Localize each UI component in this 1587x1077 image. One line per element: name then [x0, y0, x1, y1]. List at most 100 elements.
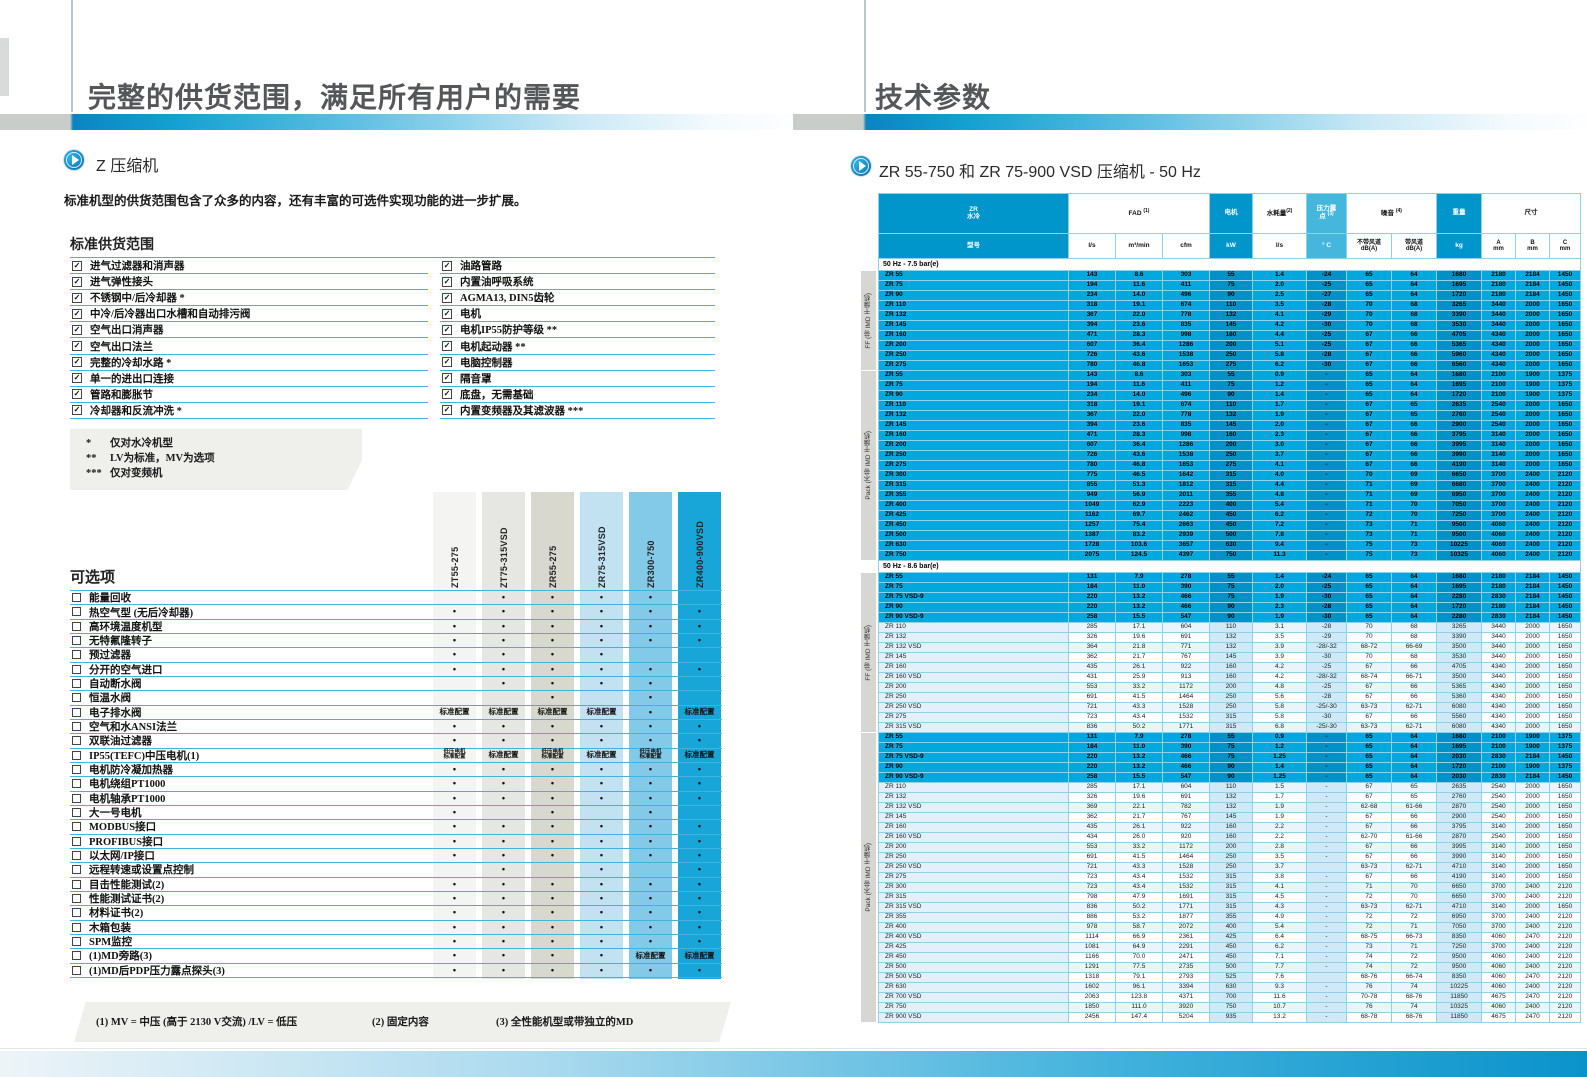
scope-row: ✓ 进气弹性接头 ✓ 内置油呼吸系统 [70, 274, 715, 291]
spec-cell: 65 [1392, 793, 1437, 803]
option-row: 木箱包装 • • • • • • [70, 921, 722, 935]
scope-row: ✓ 管路和膨胀节 ✓ 底盘，无需基础 [70, 387, 715, 403]
option-dot: • [550, 807, 555, 817]
spec-model-cell: ZR 110 [879, 301, 1069, 311]
spec-cell: 66 [1392, 663, 1437, 673]
spec-cell: 66 [1392, 873, 1437, 883]
spec-cell: 67 [1347, 853, 1392, 863]
spec-model-cell: ZR 425 [879, 511, 1069, 521]
spec-cell: - [1307, 733, 1347, 743]
spec-cell: 2.2 [1253, 823, 1307, 833]
option-dot: • [648, 663, 653, 674]
option-dot: • [501, 735, 506, 746]
spec-cell: 5.8 [1253, 351, 1307, 361]
option-column-label: ZT75-315VSD [498, 527, 509, 588]
option-row: 自动断水阀 • • • • [70, 677, 722, 692]
spec-row: ZR 400 VSD 1114 66.9 2361 425 6.4-68-75 66-73 8… [879, 933, 1582, 943]
spec-model-cell: ZR 275 [879, 713, 1069, 723]
spec-model-cell: ZR 355 [879, 491, 1069, 501]
option-label: (1)MD旁路(3) [89, 951, 152, 963]
spec-cell: 66 [1392, 331, 1437, 341]
bottom-separator-line [0, 1048, 1587, 1049]
spec-cell: 2000 [1516, 723, 1550, 733]
spec-cell: 604 [1163, 623, 1210, 633]
option-cell: • [531, 648, 574, 661]
spec-cell: 1532 [1163, 873, 1210, 883]
spec-cell: 1375 [1550, 763, 1582, 773]
col-header-weight: 重量 [1437, 194, 1482, 234]
spec-cell: 1650 [1550, 833, 1582, 843]
spec-cell: 14.0 [1116, 291, 1163, 301]
spec-cell: 64 [1392, 773, 1437, 783]
spec-cell: 67 [1347, 663, 1392, 673]
spec-cell: -25 [1307, 281, 1347, 291]
spec-cell: 1.5 [1253, 783, 1307, 793]
spec-cell: 1771 [1163, 903, 1210, 913]
spec-cell: 500 [1210, 531, 1253, 541]
option-cell: • [482, 964, 525, 977]
spec-model-cell: ZR 145 [879, 653, 1069, 663]
spec-cell: 2000 [1516, 843, 1550, 853]
spec-model-cell: ZR 425 [879, 943, 1069, 953]
scope-item: ✓ 空气出口消声器 [70, 322, 428, 339]
option-cell: • [678, 634, 721, 647]
unit-cfm: cfm [1163, 234, 1210, 259]
option-dot: • [501, 764, 506, 775]
spec-cell: 64 [1392, 573, 1437, 583]
spec-cell: 61-66 [1392, 803, 1437, 813]
spec-cell: 2120 [1550, 913, 1582, 923]
scope-row: ✓ 进气过滤器和消声器 ✓ 油路管路 [70, 258, 715, 275]
spec-cell: 2000 [1516, 813, 1550, 823]
option-dot: • [452, 835, 457, 846]
option-dot: • [452, 606, 457, 617]
spec-cell: 2184 [1516, 593, 1550, 603]
spec-model-cell: ZR 500 VSD [879, 973, 1069, 983]
option-dot: • [697, 907, 702, 918]
spec-cell: 64.9 [1116, 943, 1163, 953]
option-row: 热空气型 (无后冷却器) • • • • • • [70, 605, 722, 620]
option-column-header: ZR75-315VSD [580, 492, 623, 588]
page-edge-tab [0, 38, 9, 96]
spec-cell: 1695 [1437, 281, 1482, 291]
option-dot: • [599, 821, 604, 832]
option-cell [678, 591, 721, 604]
spec-cell: 8.6 [1116, 371, 1163, 381]
spec-cell: 58.7 [1116, 923, 1163, 933]
spec-model-cell: ZR 75 [879, 743, 1069, 753]
checkbox-checked-icon: ✓ [442, 373, 452, 384]
option-cell: • [482, 792, 525, 805]
spec-cell: 250 [1210, 703, 1253, 713]
spec-cell: 1650 [1550, 713, 1582, 723]
checkbox-empty-icon [72, 836, 81, 846]
standard-scope-list: 标准供货范围 ✓ 进气过滤器和消声器 ✓ 油路管路 ✓ 进气弹性接头 ✓ 内置油呼吸系统 ✓ 不锈… [70, 234, 715, 419]
spec-cell: -24 [1307, 573, 1347, 583]
option-cell [678, 806, 721, 819]
notes-box: * 仅对水冷机型 ** LV为标准，MV为选项 *** 仅对变频机 [70, 428, 362, 490]
spec-cell: 70 [1347, 623, 1392, 633]
option-cell: 标准配置 [678, 949, 721, 962]
section-header-row: 50 Hz - 8.6 bar(e) [879, 561, 1582, 573]
spec-model-cell: ZR 145 [879, 813, 1069, 823]
checkbox-empty-icon [72, 865, 81, 875]
spec-row: ZR 275 780 46.8 1653 275 4.1-67 66 4190 3140 2000… [879, 461, 1582, 471]
spec-cell: 17.1 [1116, 783, 1163, 793]
col-header-dewpoint: 压力露点 (3) [1307, 194, 1347, 234]
option-cell: • [580, 720, 623, 733]
spec-row: ZR 145 362 21.7 767 145 1.9-67 66 2900 2540 2000 1… [879, 813, 1582, 823]
spec-cell: 55 [1210, 371, 1253, 381]
spec-cell: 2400 [1516, 511, 1550, 521]
option-column-header: ZT75-315VSD [482, 492, 525, 588]
spec-cell: 2635 [1437, 401, 1482, 411]
spec-cell: 21.7 [1116, 653, 1163, 663]
option-dot: • [501, 649, 506, 660]
spec-cell: 2400 [1516, 913, 1550, 923]
spec-cell: 70 [1347, 471, 1392, 481]
spec-cell: 1680 [1437, 573, 1482, 583]
spec-cell: 1720 [1437, 291, 1482, 301]
option-dot: • [599, 864, 604, 875]
option-cell [433, 591, 476, 604]
spec-model-cell: ZR 55 [879, 371, 1069, 381]
spec-cell: 450 [1210, 521, 1253, 531]
option-dot: • [648, 807, 653, 817]
spec-cell: 3.7 [1253, 451, 1307, 461]
